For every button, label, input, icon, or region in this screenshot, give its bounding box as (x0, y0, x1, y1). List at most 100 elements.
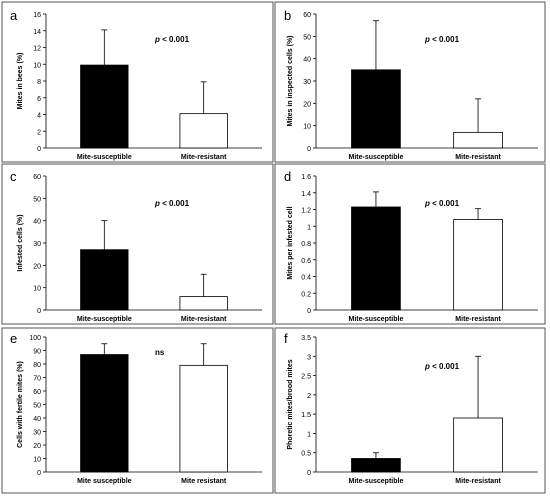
y-tick-label-f: 2 (307, 393, 311, 400)
y-axis-title-f: Phoretic mites/brood mites (287, 359, 294, 449)
y-tick-label-a: 4 (37, 113, 41, 120)
bar-b-susceptible (351, 69, 401, 149)
y-tick-label-f: 1.5 (301, 412, 311, 419)
y-tick-label-a: 16 (33, 12, 41, 19)
x-category-label-f: Mite-susceptible (349, 478, 404, 485)
bar-e-resistant (179, 364, 228, 473)
x-category-label-b: Mite-resistant (455, 154, 501, 161)
y-tick-label-e: 0 (37, 470, 41, 477)
y-tick-label-f: 0 (307, 470, 311, 477)
y-tick-label-e: 30 (33, 430, 41, 437)
y-tick-label-d: 0.2 (301, 291, 311, 298)
y-axis-title-a: Mites in bees (%) (17, 53, 24, 110)
bar-d-susceptible (351, 206, 401, 311)
significance-label-e: ns (155, 348, 165, 357)
y-tick-label-b: 10 (303, 124, 311, 131)
y-tick-label-e: 50 (33, 403, 41, 410)
y-tick-label-a: 14 (33, 29, 41, 36)
y-tick-label-d: 0 (307, 308, 311, 315)
bar-e-susceptible (80, 354, 129, 473)
panel-letter-e: e (10, 331, 17, 346)
y-tick-label-a: 12 (33, 46, 41, 53)
panel-letter-d: d (284, 169, 291, 184)
x-category-label-e: Mite resistant (181, 478, 227, 485)
x-category-label-a: Mite-susceptible (77, 154, 132, 161)
bar-c-susceptible (80, 249, 129, 311)
panel-letter-c: c (10, 169, 17, 184)
y-tick-label-d: 1.2 (301, 208, 311, 215)
y-tick-label-c: 50 (33, 196, 41, 203)
y-tick-label-e: 40 (33, 416, 41, 423)
x-category-label-d: Mite-resistant (455, 316, 501, 323)
panel-frame-c (1, 163, 274, 325)
y-tick-label-a: 2 (37, 129, 41, 136)
y-tick-label-c: 10 (33, 286, 41, 293)
bar-b-resistant (453, 131, 503, 149)
y-tick-label-b: 0 (307, 146, 311, 153)
panel-frame-d (274, 163, 546, 325)
y-tick-label-c: 60 (33, 174, 41, 181)
y-tick-label-a: 10 (33, 62, 41, 69)
y-tick-label-a: 0 (37, 146, 41, 153)
y-tick-label-f: 1 (307, 431, 311, 438)
y-tick-label-b: 20 (303, 101, 311, 108)
y-tick-label-b: 40 (303, 57, 311, 64)
x-category-label-f: Mite-resistant (455, 478, 501, 485)
significance-label-b: p < 0.001 (424, 35, 460, 44)
y-tick-label-a: 8 (37, 79, 41, 86)
y-tick-label-b: 30 (303, 79, 311, 86)
significance-label-c: p < 0.001 (154, 199, 190, 208)
y-axis-title-d: Mites per infested cell (287, 206, 294, 279)
bar-d-resistant (453, 219, 503, 311)
y-tick-label-e: 100 (29, 335, 41, 342)
y-tick-label-e: 90 (33, 349, 41, 356)
y-tick-label-e: 20 (33, 443, 41, 450)
significance-label-f: p < 0.001 (424, 362, 460, 371)
y-tick-label-c: 40 (33, 219, 41, 226)
y-tick-label-a: 6 (37, 96, 41, 103)
y-tick-label-b: 50 (303, 34, 311, 41)
panel-frame-e (1, 327, 274, 494)
panel-letter-f: f (284, 331, 288, 346)
y-tick-label-d: 0.8 (301, 241, 311, 248)
y-tick-label-d: 0.4 (301, 275, 311, 282)
bar-f-resistant (453, 417, 503, 473)
significance-label-d: p < 0.001 (424, 199, 460, 208)
panel-frame-a (1, 1, 274, 163)
y-tick-label-b: 60 (303, 12, 311, 19)
y-tick-label-e: 10 (33, 457, 41, 464)
bar-a-resistant (179, 113, 228, 149)
y-tick-label-c: 30 (33, 241, 41, 248)
y-tick-label-f: 3 (307, 354, 311, 361)
y-axis-title-b: Mites in inspected cells (%) (287, 35, 294, 126)
x-category-label-b: Mite-susceptible (349, 154, 404, 161)
bar-f-susceptible (351, 458, 401, 473)
y-tick-label-d: 0.6 (301, 258, 311, 265)
panel-letter-b: b (284, 8, 291, 23)
y-tick-label-c: 20 (33, 263, 41, 270)
bar-c-resistant (179, 296, 228, 311)
y-tick-label-d: 1.4 (301, 191, 311, 198)
y-tick-label-d: 1 (307, 224, 311, 231)
significance-label-a: p < 0.001 (154, 35, 190, 44)
y-axis-title-e: Cells with fertile mites (%) (17, 361, 24, 448)
y-tick-label-c: 0 (37, 308, 41, 315)
x-category-label-d: Mite-susceptible (349, 316, 404, 323)
x-category-label-e: Mite susceptible (77, 478, 132, 485)
y-tick-label-f: 3.5 (301, 335, 311, 342)
panel-frame-b (274, 1, 546, 163)
y-axis-title-c: Infested cells (%) (17, 214, 24, 271)
y-tick-label-f: 0.5 (301, 451, 311, 458)
bar-a-susceptible (80, 64, 129, 149)
y-tick-label-e: 80 (33, 362, 41, 369)
x-category-label-c: Mite-resistant (181, 316, 227, 323)
y-tick-label-f: 2.5 (301, 374, 311, 381)
panel-letter-a: a (10, 8, 18, 23)
panel-frame-f (274, 327, 546, 494)
y-tick-label-e: 60 (33, 389, 41, 396)
x-category-label-a: Mite-resistant (181, 154, 227, 161)
y-tick-label-e: 70 (33, 376, 41, 383)
x-category-label-c: Mite-susceptible (77, 316, 132, 323)
y-tick-label-d: 1.6 (301, 174, 311, 181)
